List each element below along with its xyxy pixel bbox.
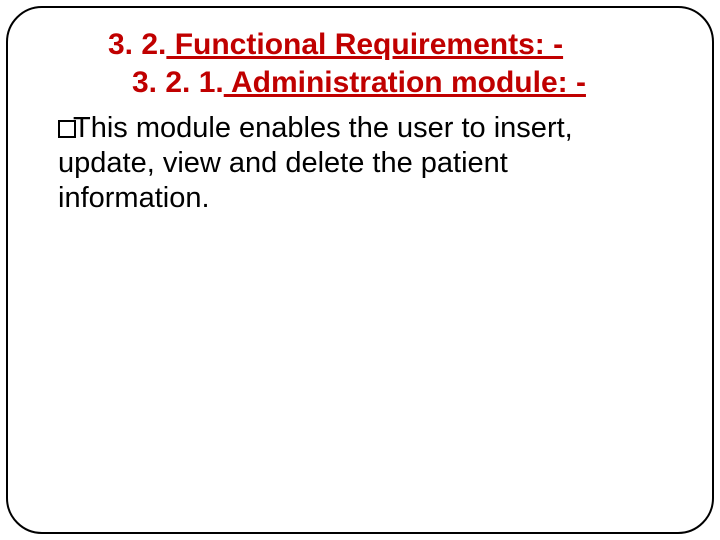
heading2-title: Administration module: - [224, 66, 586, 99]
heading1-number: 3. 2. [108, 28, 166, 61]
bullet-box-icon [58, 120, 76, 138]
heading2-number: 3. 2. 1. [132, 66, 224, 99]
heading-block: 3. 2. Functional Requirements: - 3. 2. 1… [108, 26, 672, 101]
heading-primary: 3. 2. Functional Requirements: - [108, 26, 672, 64]
slide-frame: 3. 2. Functional Requirements: - 3. 2. 1… [6, 6, 714, 534]
heading-secondary: 3. 2. 1. Administration module: - [132, 64, 672, 102]
heading1-title: Functional Requirements: - [166, 28, 563, 61]
body-paragraph: This module enables the user to insert, … [58, 111, 662, 215]
paragraph-text: This module enables the user to insert, … [58, 112, 573, 214]
